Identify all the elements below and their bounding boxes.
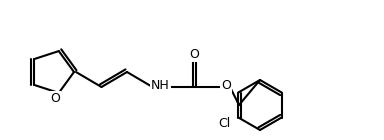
Text: O: O [221, 79, 231, 92]
Text: Cl: Cl [218, 117, 230, 130]
Text: O: O [50, 92, 60, 105]
Text: NH: NH [151, 79, 170, 92]
Text: O: O [190, 48, 199, 61]
